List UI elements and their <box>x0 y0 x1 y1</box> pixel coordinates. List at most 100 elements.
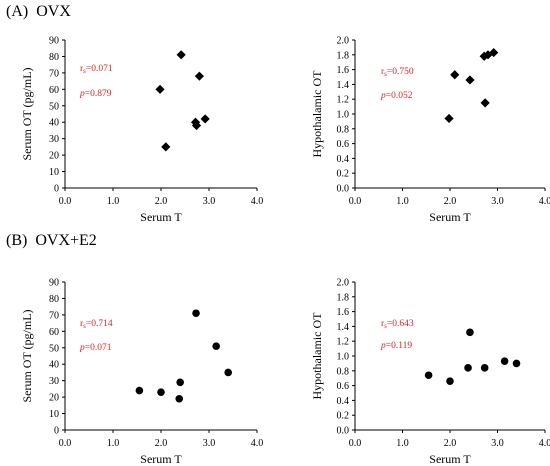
y-tick-label: 0.0 <box>337 184 350 195</box>
chart-1: 0 10 20 30 40 50 60 70 80 90 0.0 1.0 2.0 3.0 4.0 Serum … <box>20 36 263 225</box>
data-point-diamond <box>176 50 186 60</box>
y-tick-label: 70 <box>49 310 59 321</box>
chart-2: 0.0 0.2 0.4 0.6 0.8 1.0 1.2 1.4 1.6 1.8 2.0 0.0 1.0 2… <box>310 36 550 225</box>
x-tick-label: 3.0 <box>491 196 504 207</box>
y-tick-label: 70 <box>49 68 59 79</box>
y-tick-label: 40 <box>49 118 59 129</box>
y-tick-label: 40 <box>49 360 59 371</box>
y-tick-label: 1.6 <box>337 307 350 318</box>
p-value-annotation: p=0.119 <box>380 341 412 351</box>
y-axis-label: Hypothalamic OT <box>310 312 324 400</box>
x-tick-label: 1.0 <box>107 196 120 207</box>
data-point-circle <box>192 309 200 318</box>
y-tick-label: 1.4 <box>337 322 350 333</box>
x-tick-label: 0.0 <box>349 196 362 207</box>
y-tick-label: 0.4 <box>337 154 350 165</box>
x-axis-label: Serum T <box>140 452 182 466</box>
x-tick-label: 3.0 <box>203 438 216 449</box>
data-point-circle <box>424 371 433 380</box>
y-tick-label: 50 <box>49 101 59 112</box>
x-tick-label: 3.0 <box>491 438 504 449</box>
x-tick-label: 4.0 <box>251 196 264 207</box>
y-tick-label: 1.6 <box>337 65 350 76</box>
y-tick-label: 0.0 <box>337 426 350 437</box>
x-tick-label: 4.0 <box>539 196 550 207</box>
y-tick-label: 2.0 <box>337 36 350 47</box>
r-value-annotation: rs=0.750 <box>381 67 414 78</box>
y-tick-label: 2.0 <box>337 278 350 289</box>
data-point-diamond <box>489 47 499 58</box>
data-point-circle <box>464 364 472 372</box>
y-tick-label: 80 <box>49 52 59 63</box>
y-axis-label: Hypothalamic OT <box>310 70 324 158</box>
chart-3: 0 10 20 30 40 50 60 70 80 90 0.0 1.0 2.0 3.0 4.0 Serum … <box>20 278 263 466</box>
data-point-circle <box>500 357 509 365</box>
y-tick-label: 0.8 <box>337 366 350 377</box>
data-point-circle <box>176 378 184 387</box>
data-point-diamond <box>444 113 454 124</box>
data-point-circle <box>224 368 232 377</box>
x-tick-label: 1.0 <box>396 196 409 207</box>
y-tick-label: 30 <box>49 376 59 387</box>
data-point-diamond <box>155 84 165 94</box>
data-point-diamond <box>200 114 210 124</box>
x-tick-label: 3.0 <box>203 196 216 207</box>
x-tick-label: 1.0 <box>107 438 120 449</box>
p-value-annotation: p=0.879 <box>79 89 112 99</box>
data-point-diamond <box>480 98 490 108</box>
y-tick-label: 1.4 <box>337 80 350 91</box>
data-point-circle <box>480 364 489 372</box>
y-tick-label: 80 <box>49 294 59 305</box>
y-tick-label: 0.4 <box>337 396 350 407</box>
data-point-circle <box>446 377 454 385</box>
x-tick-label: 4.0 <box>539 438 550 449</box>
y-tick-label: 60 <box>49 327 59 338</box>
data-point-diamond <box>161 142 171 152</box>
x-tick-label: 0.0 <box>59 196 72 207</box>
data-point-circle <box>466 328 474 337</box>
y-tick-label: 60 <box>49 85 59 96</box>
data-point-circle <box>212 342 220 350</box>
y-tick-label: 0.2 <box>337 411 350 422</box>
section-a-label: (A) OVX <box>6 3 71 20</box>
y-tick-label: 0.8 <box>337 124 350 135</box>
x-axis-label: Serum T <box>140 210 182 224</box>
x-tick-label: 4.0 <box>251 438 264 449</box>
y-tick-label: 20 <box>49 393 59 404</box>
y-tick-label: 0.2 <box>337 169 350 180</box>
x-tick-label: 0.0 <box>349 438 362 449</box>
x-tick-label: 2.0 <box>444 196 457 207</box>
r-value-annotation: rs=0.714 <box>80 319 113 330</box>
y-tick-label: 10 <box>49 409 59 420</box>
data-point-diamond <box>194 71 204 81</box>
y-tick-label: 0.6 <box>337 139 350 150</box>
y-tick-label: 10 <box>49 167 59 178</box>
y-tick-label: 1.2 <box>337 337 350 348</box>
y-tick-label: 1.2 <box>337 95 350 106</box>
p-value-annotation: p=0.052 <box>380 91 413 101</box>
chart-4: 0.0 0.2 0.4 0.6 0.8 1.0 1.2 1.4 1.6 1.8 2.0 0.0 1.0 2… <box>310 278 550 466</box>
x-tick-label: 2.0 <box>444 438 457 449</box>
r-value-annotation: rs=0.071 <box>80 64 113 75</box>
x-tick-label: 2.0 <box>155 438 168 449</box>
r-value-annotation: rs=0.643 <box>381 319 414 330</box>
p-value-annotation: p=0.071 <box>79 343 112 353</box>
y-tick-label: 1.8 <box>337 292 350 303</box>
data-point-diamond <box>191 120 202 131</box>
y-tick-label: 1.8 <box>337 50 350 61</box>
y-tick-label: 0.6 <box>337 381 350 392</box>
y-tick-label: 0 <box>54 426 59 437</box>
y-tick-label: 0 <box>54 184 59 195</box>
data-point-diamond <box>465 75 475 85</box>
data-point-circle <box>135 386 144 395</box>
data-point-circle <box>512 359 521 368</box>
y-tick-label: 50 <box>49 343 59 354</box>
x-axis-label: Serum T <box>429 210 471 224</box>
data-point-circle <box>175 394 184 403</box>
y-tick-label: 90 <box>49 278 59 289</box>
data-point-diamond <box>450 70 460 80</box>
x-axis-label: Serum T <box>429 452 471 466</box>
y-tick-label: 1.0 <box>337 352 350 363</box>
y-tick-label: 1.0 <box>337 110 350 121</box>
